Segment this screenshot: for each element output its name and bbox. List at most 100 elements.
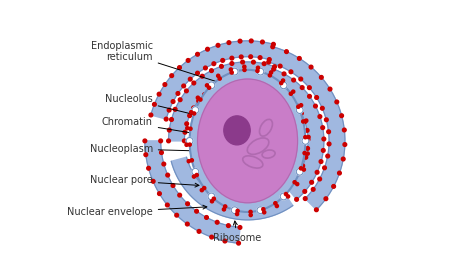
- Circle shape: [328, 87, 332, 91]
- Circle shape: [303, 190, 307, 193]
- Circle shape: [237, 241, 240, 245]
- Circle shape: [202, 186, 206, 190]
- Circle shape: [212, 62, 216, 65]
- Circle shape: [249, 55, 253, 59]
- Circle shape: [192, 175, 196, 178]
- Circle shape: [326, 154, 329, 158]
- Circle shape: [327, 130, 330, 134]
- Circle shape: [280, 193, 287, 200]
- Circle shape: [301, 86, 304, 89]
- Circle shape: [185, 143, 188, 146]
- Circle shape: [197, 99, 201, 103]
- Circle shape: [208, 86, 210, 89]
- Circle shape: [195, 209, 199, 213]
- Circle shape: [163, 83, 167, 86]
- Circle shape: [256, 69, 259, 72]
- Circle shape: [197, 230, 201, 233]
- Circle shape: [176, 92, 180, 95]
- Circle shape: [303, 197, 307, 201]
- Circle shape: [284, 193, 288, 196]
- Circle shape: [325, 118, 328, 122]
- Circle shape: [292, 90, 295, 93]
- Circle shape: [229, 68, 232, 71]
- Circle shape: [219, 65, 223, 68]
- Circle shape: [210, 200, 214, 203]
- Circle shape: [268, 74, 272, 77]
- Circle shape: [188, 143, 191, 146]
- Circle shape: [242, 76, 246, 80]
- Circle shape: [185, 222, 189, 226]
- Circle shape: [205, 84, 209, 87]
- Ellipse shape: [190, 70, 305, 212]
- Circle shape: [324, 197, 328, 201]
- Circle shape: [162, 162, 165, 166]
- Circle shape: [218, 77, 221, 80]
- Circle shape: [322, 137, 326, 141]
- Circle shape: [182, 139, 186, 143]
- Text: Nucleolus: Nucleolus: [105, 94, 212, 120]
- Circle shape: [187, 160, 191, 163]
- Circle shape: [303, 151, 306, 155]
- Circle shape: [208, 193, 215, 200]
- Circle shape: [203, 66, 207, 70]
- Circle shape: [206, 47, 210, 51]
- Circle shape: [230, 62, 234, 65]
- Circle shape: [188, 77, 192, 81]
- Circle shape: [323, 166, 327, 170]
- Circle shape: [186, 138, 193, 144]
- Circle shape: [305, 119, 308, 122]
- Circle shape: [274, 86, 278, 90]
- Circle shape: [284, 50, 288, 53]
- Circle shape: [210, 87, 213, 91]
- Circle shape: [262, 62, 266, 65]
- Circle shape: [282, 91, 286, 94]
- Circle shape: [205, 216, 209, 219]
- Circle shape: [297, 172, 300, 176]
- Circle shape: [272, 67, 275, 71]
- Circle shape: [192, 168, 199, 175]
- Circle shape: [158, 192, 161, 196]
- Circle shape: [201, 74, 204, 78]
- Circle shape: [167, 139, 171, 143]
- Circle shape: [196, 71, 200, 75]
- Circle shape: [289, 92, 292, 95]
- Circle shape: [305, 128, 309, 132]
- Circle shape: [301, 164, 305, 168]
- Circle shape: [199, 98, 202, 101]
- Circle shape: [243, 65, 246, 68]
- Circle shape: [270, 71, 273, 74]
- Circle shape: [296, 182, 299, 186]
- Circle shape: [315, 171, 319, 174]
- Circle shape: [340, 114, 344, 118]
- Circle shape: [166, 173, 170, 177]
- Circle shape: [332, 185, 336, 188]
- Circle shape: [215, 221, 219, 224]
- Circle shape: [233, 77, 237, 81]
- Circle shape: [227, 41, 231, 44]
- Circle shape: [249, 210, 252, 213]
- Circle shape: [224, 205, 227, 208]
- Circle shape: [217, 83, 220, 86]
- Circle shape: [343, 143, 346, 146]
- Circle shape: [314, 104, 317, 108]
- Circle shape: [321, 148, 325, 152]
- Circle shape: [236, 213, 238, 216]
- Circle shape: [212, 197, 215, 200]
- Circle shape: [263, 211, 266, 214]
- Circle shape: [274, 202, 277, 205]
- Circle shape: [272, 43, 275, 46]
- Circle shape: [192, 106, 195, 110]
- Circle shape: [190, 159, 193, 162]
- Circle shape: [262, 208, 265, 211]
- Circle shape: [256, 66, 260, 69]
- Circle shape: [171, 100, 175, 103]
- Circle shape: [261, 40, 264, 44]
- Ellipse shape: [198, 79, 298, 203]
- Circle shape: [192, 81, 196, 85]
- Circle shape: [315, 96, 319, 99]
- Circle shape: [273, 65, 276, 69]
- Circle shape: [292, 78, 295, 82]
- Circle shape: [310, 180, 313, 184]
- Circle shape: [286, 195, 290, 198]
- Circle shape: [249, 213, 252, 217]
